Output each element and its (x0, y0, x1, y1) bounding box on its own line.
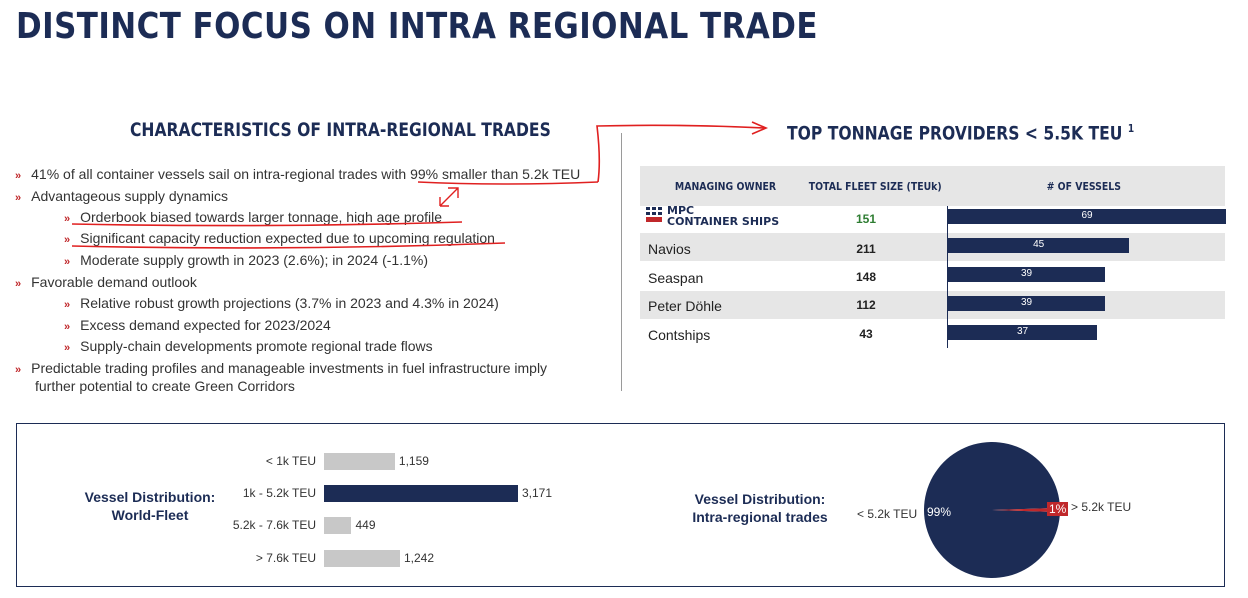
pie-label-large: > 5.2k TEU (1071, 500, 1132, 514)
list-item: » Excess demand expected for 2023/2024 (64, 317, 331, 333)
vessels-bar (948, 209, 1226, 224)
vessels-bar-label: 45 (1033, 239, 1045, 250)
list-item: » Supply-chain developments promote regio… (64, 338, 433, 354)
pie-slice-large-vessels (992, 507, 1061, 513)
bar-value-label: 3,171 (522, 486, 553, 500)
bar-category-label: 1k - 5.2k TEU (242, 486, 316, 500)
owner-seaspan: Seaspan (648, 270, 704, 286)
vessels-bar-label: 39 (1021, 268, 1033, 279)
col-number-of-vessels: # OF VESSELS (1046, 180, 1122, 193)
bar-value-label: 449 (355, 518, 376, 532)
fleet-size-navios: 211 (856, 242, 876, 256)
world-fleet-bar (324, 550, 400, 567)
bar-category-label: 5.2k - 7.6k TEU (232, 518, 316, 532)
vessels-bar (948, 325, 1098, 340)
world-fleet-bar (324, 517, 352, 534)
vessels-bar (948, 238, 1130, 253)
intra-regional-title: Vessel Distribution: Intra-regional trad… (692, 491, 828, 525)
list-item: » Advantageous supply dynamics (15, 188, 229, 204)
owner-contships: Contships (648, 327, 711, 343)
world-fleet-bar (324, 453, 395, 470)
bar-category-label: < 1k TEU (265, 454, 316, 468)
fleet-size-contships: 43 (859, 327, 873, 341)
pie-value-small: 99% (927, 505, 952, 519)
pie-slice-small-vessels (924, 442, 1060, 579)
characteristics-heading: CHARACTERISTICS OF INTRA-REGIONAL TRADES (130, 119, 551, 141)
chevron-bullet-icon: » (64, 342, 71, 354)
chevron-bullet-icon: » (64, 213, 71, 225)
chevron-bullet-icon: » (64, 256, 71, 268)
chevron-bullet-icon: » (15, 278, 22, 290)
list-item: » 41% of all container vessels sail on in… (15, 166, 581, 182)
vessels-bar-label: 37 (1016, 326, 1029, 337)
bar-category-label: > 7.6k TEU (255, 551, 316, 565)
bar-value-label: 1,159 (398, 454, 429, 468)
world-fleet-bar (324, 485, 518, 502)
col-total-fleet-size: TOTAL FLEET SIZE (TEUk) (808, 180, 942, 193)
list-item: » Favorable demand outlook (15, 274, 197, 290)
mpc-logo-icon (646, 205, 663, 225)
list-item: further potential to create Green Corrid… (35, 378, 295, 394)
list-item: » Moderate supply growth in 2023 (2.6%); … (64, 252, 428, 268)
chevron-bullet-icon: » (15, 192, 22, 204)
table-row-bg (640, 291, 1225, 319)
list-item: » Orderbook biased towards larger tonnage… (64, 209, 443, 225)
chevron-bullet-icon: » (64, 321, 71, 333)
vessels-bar (948, 267, 1106, 282)
vessels-bar-label: 69 (1081, 210, 1093, 221)
pie-label-small: < 5.2k TEU (857, 507, 918, 521)
mpc-logo-text: MPC CONTAINER SHIPS (667, 204, 780, 228)
vessels-bar-label: 39 (1021, 297, 1033, 308)
list-item: » Relative robust growth projections (3.7… (64, 295, 499, 311)
list-item: » Predictable trading profiles and manage… (15, 360, 548, 376)
owner-navios: Navios (648, 241, 691, 257)
bar-value-label: 1,242 (403, 551, 435, 565)
chevron-bullet-icon: » (15, 170, 22, 182)
world-fleet-title: Vessel Distribution: World-Fleet (84, 489, 216, 523)
list-item: » Significant capacity reduction expected… (64, 230, 495, 246)
vessels-bar (948, 296, 1106, 311)
fleet-size-mpc: 151 (855, 212, 877, 226)
col-managing-owner: MANAGING OWNER (674, 180, 777, 193)
tonnage-providers-heading: TOP TONNAGE PROVIDERS < 5.5K TEU 1 (787, 122, 1135, 145)
footnote-marker: 1 (1127, 122, 1135, 135)
section-divider (621, 133, 622, 391)
chevron-bullet-icon: » (64, 234, 71, 246)
page-title: DISTINCT FOCUS ON INTRA REGIONAL TRADE (16, 6, 818, 47)
chevron-bullet-icon: » (64, 299, 71, 311)
owner-peter-dohle: Peter Döhle (648, 298, 722, 314)
chevron-bullet-icon: » (15, 364, 22, 376)
fleet-size-seaspan: 148 (855, 270, 877, 284)
vessels-bar-axis (947, 206, 948, 348)
fleet-size-peter-dohle: 112 (856, 298, 876, 312)
distribution-panel (16, 423, 1225, 587)
pie-value-large: 1% (1047, 502, 1069, 516)
